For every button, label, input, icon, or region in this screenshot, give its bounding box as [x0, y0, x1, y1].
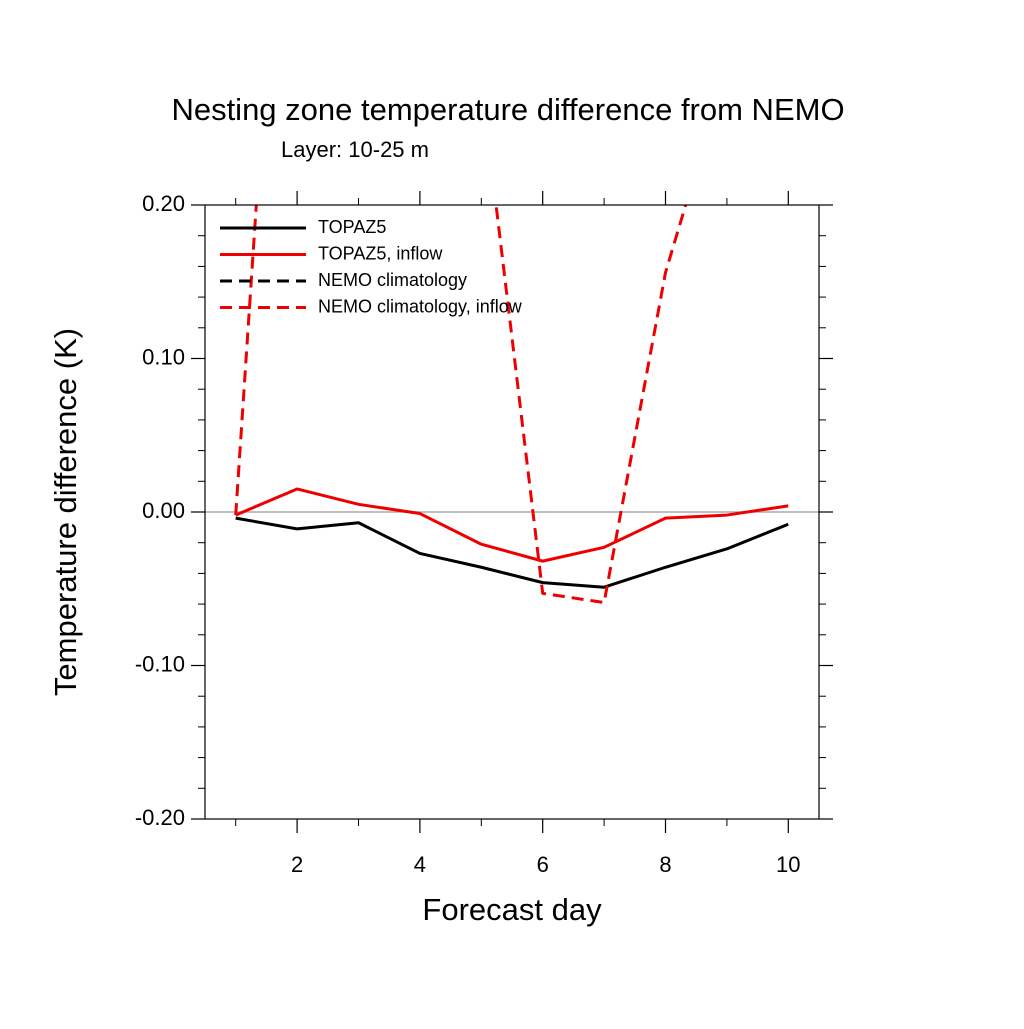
legend-label: NEMO climatology: [318, 270, 467, 290]
y-axis-label: Temperature difference (K): [48, 328, 83, 696]
x-tick-label: 6: [537, 852, 549, 877]
y-tick-label: 0.20: [142, 191, 185, 216]
legend: TOPAZ5 TOPAZ5, inflow NEMO climatology NEMO…: [220, 217, 523, 316]
y-tick-label: -0.20: [135, 805, 185, 830]
chart-title: Nesting zone temperature difference from…: [171, 92, 844, 127]
axes: -0.20 -0.10 0.00 0.10 0.20 2 4 6 8 10: [135, 191, 833, 877]
plot-area: [205, 205, 819, 605]
chart-subtitle: Layer: 10-25 m: [281, 137, 429, 162]
x-tick-label: 10: [776, 852, 800, 877]
legend-label: TOPAZ5: [318, 217, 386, 237]
x-axis-label: Forecast day: [422, 892, 602, 927]
x-tick-label: 8: [659, 852, 671, 877]
x-tick-label: 2: [291, 852, 303, 877]
legend-label: NEMO climatology, inflow: [318, 296, 523, 316]
legend-label: TOPAZ5, inflow: [318, 243, 443, 263]
y-tick-label: 0.00: [142, 498, 185, 523]
y-tick-label: -0.10: [135, 651, 185, 676]
y-tick-label: 0.10: [142, 344, 185, 369]
x-tick-label: 4: [414, 852, 426, 877]
data-line: [235, 516, 789, 589]
data-line: [235, 487, 789, 563]
